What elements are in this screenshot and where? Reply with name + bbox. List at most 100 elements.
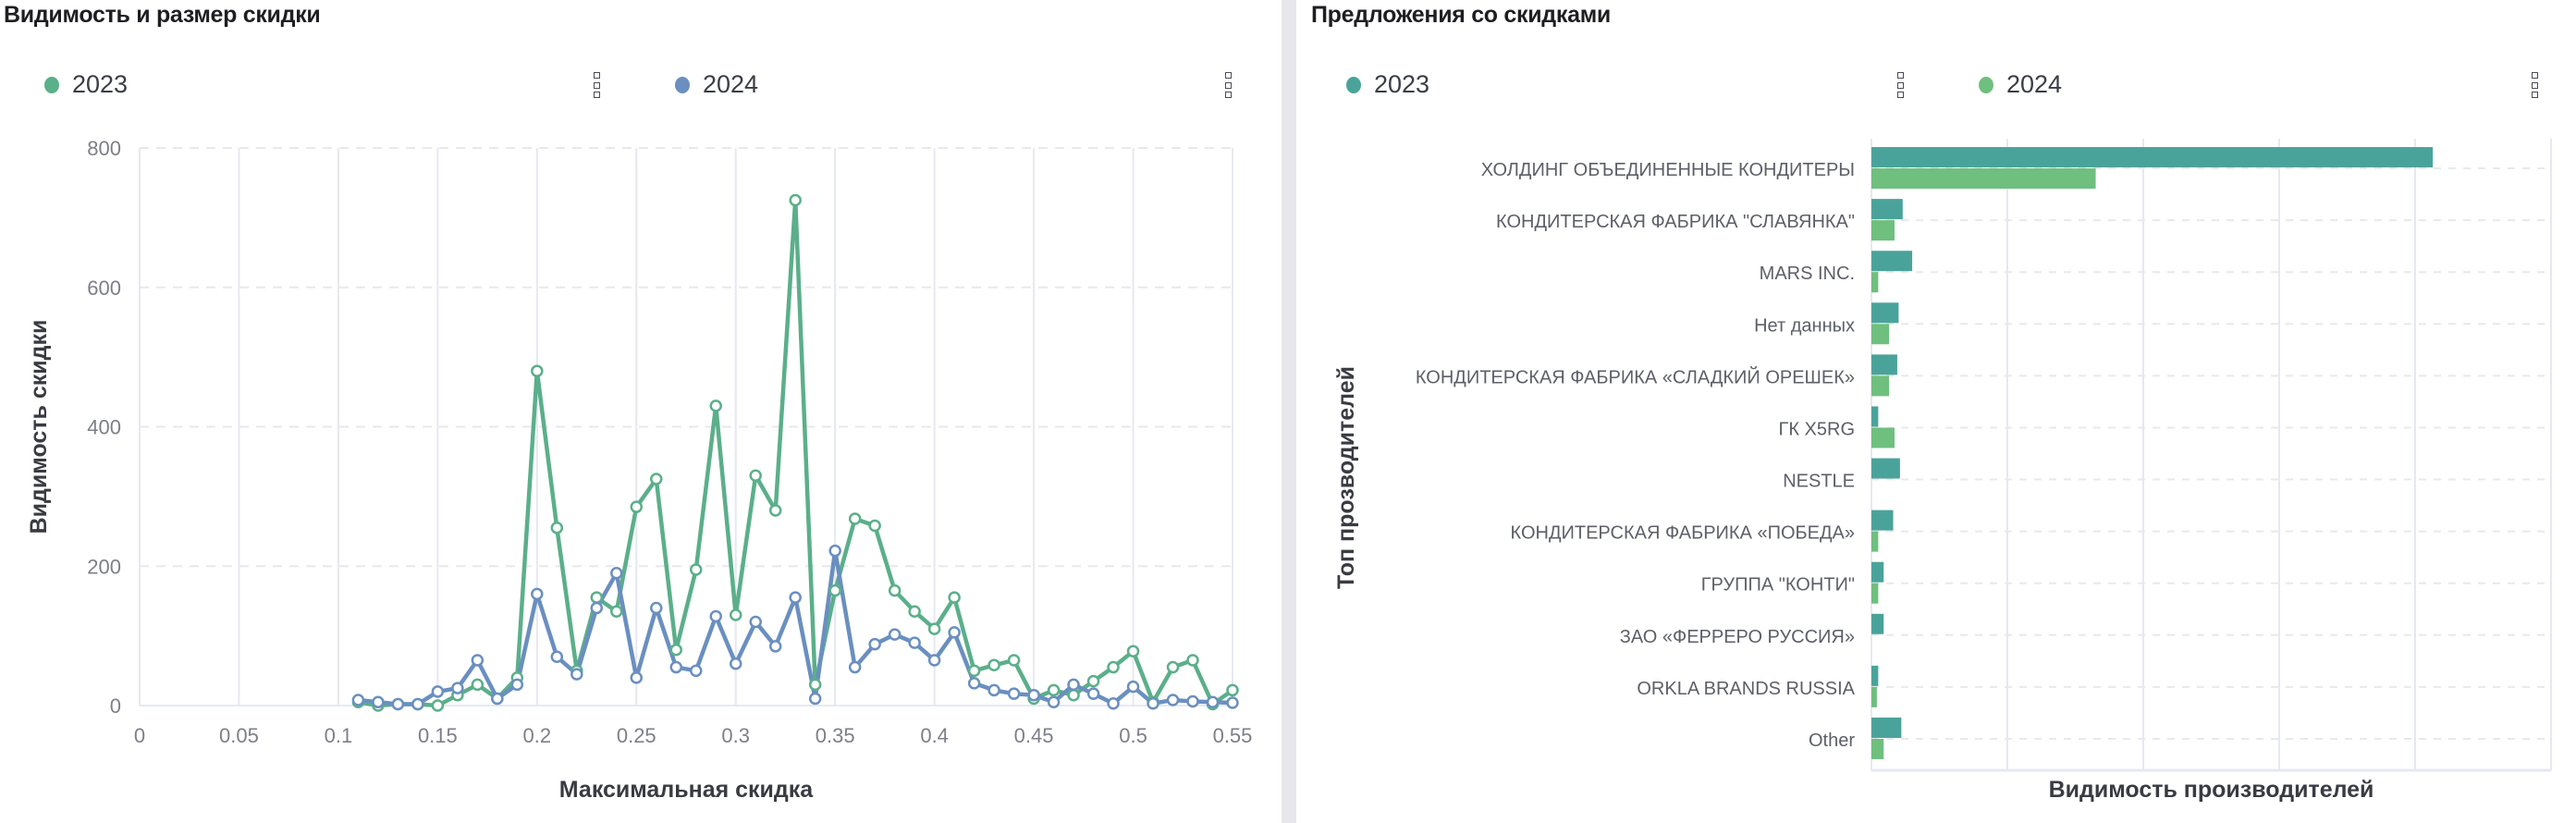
data-point[interactable]: [411, 697, 424, 711]
bar-2023[interactable]: [1871, 406, 1879, 427]
data-point[interactable]: [1126, 645, 1140, 657]
data-point[interactable]: [927, 622, 941, 635]
data-point[interactable]: [650, 601, 663, 615]
data-point[interactable]: [1067, 678, 1080, 692]
data-point[interactable]: [828, 544, 841, 558]
data-point[interactable]: [1147, 696, 1159, 710]
legend-item-2023[interactable]: 2023: [1346, 70, 1429, 99]
bar-2024[interactable]: [1871, 427, 1895, 448]
data-point[interactable]: [908, 636, 921, 649]
data-point[interactable]: [1107, 660, 1120, 674]
data-point[interactable]: [1047, 695, 1061, 708]
data-point[interactable]: [451, 682, 464, 694]
series-line-2023[interactable]: [358, 198, 1234, 708]
data-point[interactable]: [729, 608, 742, 621]
data-point[interactable]: [768, 640, 782, 653]
bar-2023[interactable]: [1871, 510, 1894, 531]
drag-handle-icon[interactable]: [1225, 72, 1233, 98]
bar-2023[interactable]: [1871, 302, 1899, 324]
data-point[interactable]: [967, 677, 981, 690]
data-point[interactable]: [1226, 696, 1239, 709]
data-point[interactable]: [372, 695, 385, 708]
series-line-2024[interactable]: [358, 548, 1233, 706]
data-point[interactable]: [689, 563, 703, 576]
bar-2024[interactable]: [1871, 738, 1884, 759]
legend-item-2024[interactable]: 2024: [1979, 70, 2062, 99]
data-point[interactable]: [570, 668, 583, 681]
bar-2023[interactable]: [1871, 251, 1913, 272]
data-point[interactable]: [948, 626, 961, 639]
bar-2024[interactable]: [1871, 324, 1890, 345]
data-point[interactable]: [550, 650, 564, 663]
data-point[interactable]: [868, 519, 881, 533]
data-point[interactable]: [848, 512, 862, 525]
data-point[interactable]: [789, 193, 802, 207]
data-point[interactable]: [1126, 680, 1140, 694]
bar-2024[interactable]: [1871, 375, 1890, 397]
bar-2023[interactable]: [1871, 147, 2434, 168]
data-point[interactable]: [789, 591, 802, 604]
bar-2024[interactable]: [1871, 531, 1879, 552]
data-point[interactable]: [1206, 695, 1220, 708]
data-point[interactable]: [1027, 688, 1040, 702]
data-point[interactable]: [908, 605, 921, 618]
data-point[interactable]: [868, 637, 881, 651]
bar-2023[interactable]: [1871, 354, 1897, 375]
data-point[interactable]: [590, 601, 604, 615]
bar-2023[interactable]: [1871, 665, 1879, 686]
data-point[interactable]: [1186, 694, 1199, 708]
data-point[interactable]: [987, 658, 1000, 672]
data-point[interactable]: [709, 609, 722, 623]
data-point[interactable]: [1086, 687, 1100, 700]
line-chart-plot[interactable]: 0 0.05 0.1 0.15 0.2 0.25 0.3 0.35 0.4 0.45 0.5 0.55…: [0, 0, 1282, 823]
data-point[interactable]: [808, 692, 822, 706]
bar-2024[interactable]: [1871, 583, 1879, 604]
data-point[interactable]: [888, 628, 902, 641]
data-point[interactable]: [669, 660, 683, 674]
data-point[interactable]: [471, 678, 485, 692]
data-point[interactable]: [1047, 683, 1061, 697]
data-point[interactable]: [1007, 687, 1021, 700]
data-point[interactable]: [351, 694, 365, 706]
bar-chart-plot[interactable]: ХОЛДИНГ ОБЪЕДИНЕННЫЕ КОНДИТЕРЫ КОНДИТЕРСК…: [1296, 0, 2576, 823]
data-point[interactable]: [828, 583, 841, 597]
data-point[interactable]: [967, 664, 981, 678]
data-point[interactable]: [1007, 654, 1021, 667]
data-point[interactable]: [848, 660, 862, 674]
data-point[interactable]: [590, 591, 604, 604]
bar-2023[interactable]: [1871, 199, 1903, 220]
data-point[interactable]: [510, 678, 524, 692]
data-point[interactable]: [689, 664, 703, 678]
bar-2024[interactable]: [1871, 272, 1879, 293]
data-point[interactable]: [927, 654, 941, 667]
bar-2023[interactable]: [1871, 613, 1884, 634]
bar-2024[interactable]: [1871, 220, 1895, 241]
data-point[interactable]: [431, 699, 445, 712]
data-point[interactable]: [531, 364, 544, 377]
data-point[interactable]: [948, 591, 961, 604]
bar-2024[interactable]: [1871, 686, 1877, 707]
bar-2023[interactable]: [1871, 717, 1902, 738]
bar-2023[interactable]: [1871, 561, 1884, 583]
data-point[interactable]: [491, 692, 504, 706]
drag-handle-icon[interactable]: [2532, 72, 2539, 98]
data-point[interactable]: [1226, 683, 1239, 697]
data-point[interactable]: [1166, 694, 1180, 706]
data-point[interactable]: [749, 615, 762, 629]
data-point[interactable]: [550, 522, 564, 534]
data-point[interactable]: [1107, 696, 1120, 710]
legend-item-2023[interactable]: 2023: [44, 70, 128, 99]
bar-2024[interactable]: [1871, 168, 2096, 190]
data-point[interactable]: [1186, 654, 1199, 667]
data-point[interactable]: [610, 605, 623, 618]
data-point[interactable]: [669, 643, 683, 657]
data-point[interactable]: [987, 683, 1000, 697]
panel-divider[interactable]: [1282, 0, 1296, 823]
bar-2023[interactable]: [1871, 458, 1900, 479]
data-point[interactable]: [630, 671, 644, 684]
data-point[interactable]: [709, 399, 722, 412]
data-point[interactable]: [650, 473, 663, 485]
data-point[interactable]: [610, 567, 623, 580]
data-point[interactable]: [1086, 674, 1100, 688]
data-point[interactable]: [888, 583, 902, 597]
